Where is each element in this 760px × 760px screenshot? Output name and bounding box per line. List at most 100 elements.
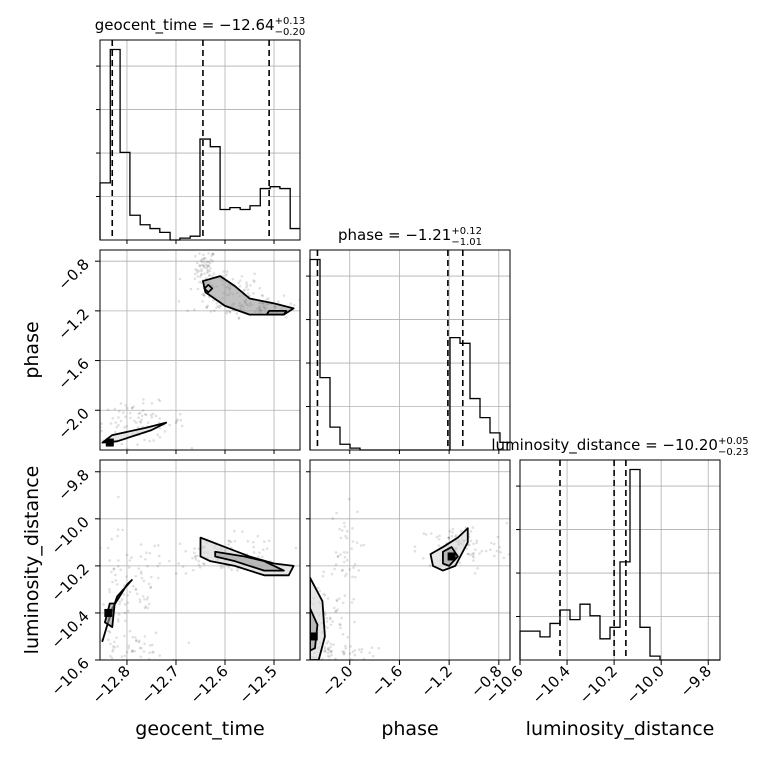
scatter-point <box>150 415 154 419</box>
scatter-point <box>208 274 211 277</box>
scatter-point <box>178 277 182 281</box>
scatter-point <box>306 649 309 652</box>
scatter-point <box>198 280 201 284</box>
scatter-point <box>473 572 477 575</box>
scatter-point <box>200 267 203 271</box>
scatter-point <box>110 537 114 541</box>
scatter-point <box>422 532 426 535</box>
scatter-point <box>137 640 141 644</box>
scatter-point <box>237 281 240 285</box>
scatter-point <box>228 310 232 314</box>
scatter-point <box>339 623 342 627</box>
scatter-point <box>207 260 210 264</box>
scatter-point <box>133 649 137 653</box>
scatter-point <box>106 546 110 550</box>
scatter-point <box>142 398 145 401</box>
panel-frame-geocent_time-phase <box>99 249 301 451</box>
scatter-point <box>197 563 201 567</box>
x-tick-label-phase: −1.2 <box>417 662 455 700</box>
scatter-point <box>343 521 346 525</box>
scatter-point <box>207 252 210 255</box>
scatter-point <box>357 569 361 572</box>
scatter-point <box>142 401 145 405</box>
scatter-point <box>149 413 153 417</box>
scatter-point <box>225 270 229 273</box>
scatter-point <box>145 598 149 601</box>
scatter-point <box>327 648 330 652</box>
scatter-point <box>208 261 212 265</box>
x-axis-label-phase: phase <box>381 718 438 740</box>
scatter-point <box>133 419 136 423</box>
scatter-point <box>287 617 290 620</box>
scatter-point <box>202 257 206 261</box>
scatter-point <box>498 545 502 549</box>
scatter-point <box>109 642 112 646</box>
scatter-point <box>194 554 197 558</box>
scatter-point <box>125 650 129 654</box>
scatter-point <box>111 580 114 584</box>
scatter-point <box>213 309 216 312</box>
scatter-point <box>360 647 364 651</box>
scatter-point <box>437 544 441 547</box>
scatter-point <box>246 292 250 295</box>
scatter-point <box>202 264 206 268</box>
scatter-point <box>332 643 335 646</box>
scatter-point <box>148 551 152 555</box>
scatter-point <box>289 302 292 306</box>
scatter-point <box>131 649 134 652</box>
scatter-point <box>134 587 138 591</box>
scatter-point <box>258 286 261 290</box>
scatter-point <box>116 617 120 621</box>
scatter-point <box>218 304 222 308</box>
scatter-point <box>342 551 346 554</box>
scatter-point <box>144 413 148 417</box>
scatter-point <box>95 605 98 608</box>
scatter-point <box>499 550 502 554</box>
scatter-point <box>138 420 142 424</box>
scatter-point <box>329 649 332 653</box>
scatter-point <box>340 616 343 620</box>
scatter-point <box>356 660 359 663</box>
scatter-point <box>111 648 115 651</box>
scatter-point <box>513 540 516 543</box>
scatter-point <box>360 544 363 547</box>
scatter-point <box>227 539 230 542</box>
scatter-point <box>360 650 363 654</box>
scatter-point <box>127 566 131 569</box>
x-tick-label-luminosity_distance: −10.4 <box>529 662 574 707</box>
scatter-point <box>211 259 214 263</box>
density-peak <box>310 632 318 641</box>
scatter-point <box>265 547 269 550</box>
scatter-point <box>199 275 202 279</box>
scatter-point <box>422 557 425 560</box>
scatter-point <box>204 263 208 266</box>
scatter-point <box>145 551 148 555</box>
scatter-point <box>142 650 146 653</box>
scatter-point <box>152 650 155 654</box>
scatter-point <box>248 294 251 298</box>
scatter-point <box>344 534 347 538</box>
scatter-point <box>174 572 178 575</box>
scatter-point <box>120 655 124 658</box>
scatter-point <box>227 543 230 546</box>
scatter-point <box>211 274 214 278</box>
scatter-point <box>107 638 110 642</box>
scatter-point <box>325 620 329 623</box>
scatter-point <box>137 416 140 420</box>
scatter-point <box>154 631 158 635</box>
scatter-point <box>120 442 124 446</box>
y-tick-label-luminosity_distance: −10.0 <box>48 513 93 558</box>
scatter-point <box>447 536 450 539</box>
scatter-point <box>331 307 334 310</box>
scatter-point <box>136 443 139 446</box>
scatter-point <box>140 576 144 580</box>
scatter-point <box>200 260 204 264</box>
scatter-point <box>178 542 182 546</box>
scatter-point <box>130 650 134 653</box>
scatter-point <box>202 266 206 269</box>
scatter-point <box>200 281 203 284</box>
scatter-point <box>245 285 248 289</box>
scatter-point <box>215 302 219 305</box>
scatter-point <box>158 654 162 657</box>
scatter-point <box>136 426 140 429</box>
